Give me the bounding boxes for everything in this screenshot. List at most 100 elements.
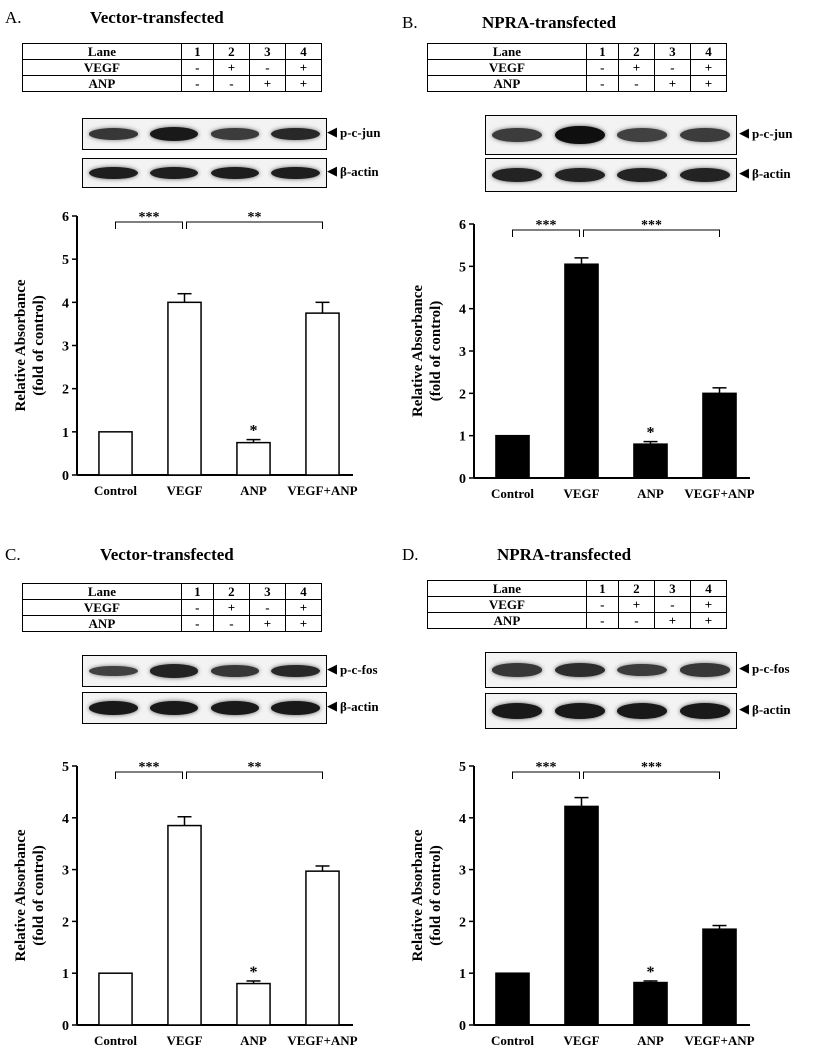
y-tick-label: 1 — [62, 426, 69, 441]
bar — [564, 263, 599, 479]
treatment-cell: - — [180, 599, 214, 616]
bar-chart: 0 1 2 3 4 5 6 Relative Absorbance (fold of contr… — [410, 218, 755, 501]
bar — [167, 824, 202, 1026]
y-tick-label: 6 — [459, 218, 466, 233]
western-blot-bottom — [82, 692, 327, 724]
significance-mark: * — [250, 423, 258, 440]
panel-letter: B. — [402, 13, 418, 32]
blot-label: β-actin — [340, 164, 379, 179]
treatment-cell: + — [653, 75, 691, 92]
lane-number: 1 — [180, 583, 214, 600]
significance-label: ** — [248, 210, 262, 225]
category-label: VEGF — [563, 486, 599, 501]
y-tick-label: 3 — [62, 864, 69, 879]
significance-bracket — [186, 771, 323, 779]
y-tick-label: 5 — [459, 260, 466, 275]
y-tick-label: 6 — [62, 210, 69, 225]
lane-number: 2 — [617, 580, 655, 597]
y-axis-label: (fold of control) — [428, 845, 444, 946]
lane-header: Lane — [22, 583, 182, 600]
western-blot-top — [82, 118, 327, 150]
blot-band — [89, 128, 138, 140]
panel-letter: C. — [5, 545, 21, 564]
significance-bracket — [186, 221, 323, 229]
category-label: Control — [491, 1033, 534, 1048]
blot-band — [679, 168, 730, 182]
significance-label: *** — [641, 760, 662, 775]
treatment-cell: - — [248, 599, 286, 616]
bar-chart: 0 1 2 3 4 5 6 Relative Absorbance (fold of contr… — [13, 210, 358, 498]
blot-label: p-c-jun — [340, 125, 381, 140]
y-tick-label: 4 — [62, 296, 69, 311]
arrow-left-icon: ◀ — [739, 701, 749, 716]
treatment-cell: - — [585, 596, 619, 613]
western-blot-top — [82, 655, 327, 687]
treatment-cell: - — [653, 596, 691, 613]
blot-band — [271, 166, 320, 180]
row-label: VEGF — [427, 59, 587, 76]
treatment-cell: - — [248, 59, 286, 76]
y-tick-label: 3 — [459, 864, 466, 879]
significance-label: *** — [536, 218, 557, 233]
bar — [305, 870, 340, 1026]
bar — [702, 928, 737, 1026]
lane-number: 4 — [689, 43, 728, 60]
blot-band — [679, 663, 730, 677]
significance-mark: * — [250, 964, 258, 981]
y-tick-label: 5 — [62, 253, 69, 268]
treatment-cell: + — [248, 615, 286, 632]
y-tick-label: 2 — [62, 383, 69, 398]
treatment-cell: + — [212, 59, 250, 76]
bar — [495, 434, 530, 479]
arrow-left-icon: ◀ — [327, 163, 337, 178]
category-label: VEGF — [166, 483, 202, 498]
lane-row-header: Lane 1 2 3 4 — [22, 43, 323, 60]
lane-number: 1 — [585, 43, 619, 60]
category-label: VEGF+ANP — [684, 1033, 754, 1048]
blot-band — [210, 166, 260, 180]
lane-number: 1 — [180, 43, 214, 60]
lane-row-anp: ANP - - + + — [22, 75, 323, 92]
blot-band — [492, 703, 543, 719]
panel-title: NPRA-transfected — [497, 545, 632, 564]
blot-band — [554, 703, 605, 719]
y-tick-label: 2 — [459, 387, 466, 402]
category-label: VEGF+ANP — [684, 486, 754, 501]
lane-number: 1 — [585, 580, 619, 597]
y-tick-label: 2 — [459, 915, 466, 930]
blot-band — [89, 665, 138, 677]
y-tick-label: 5 — [62, 760, 69, 775]
significance-bracket — [583, 229, 720, 237]
significance-label: *** — [536, 760, 557, 775]
blot-band — [554, 662, 605, 677]
lane-table: Lane 1 2 3 4 VEGF - + - + ANP - - + + — [427, 580, 728, 629]
category-label: VEGF+ANP — [287, 483, 357, 498]
lane-row-vegf: VEGF - + - + — [427, 596, 728, 613]
treatment-cell: - — [617, 75, 655, 92]
lane-row-anp: ANP - - + + — [427, 612, 728, 629]
lane-number: 4 — [689, 580, 728, 597]
blot-label: p-c-jun — [752, 126, 793, 141]
lane-row-header: Lane 1 2 3 4 — [427, 580, 728, 597]
category-label: Control — [491, 486, 534, 501]
row-label: ANP — [22, 615, 182, 632]
lane-number: 3 — [653, 580, 691, 597]
y-tick-label: 3 — [62, 340, 69, 355]
significance-bracket — [512, 229, 580, 237]
lane-row-vegf: VEGF - + - + — [427, 59, 728, 76]
significance-bracket — [115, 771, 183, 779]
blot-band — [149, 127, 199, 141]
arrow-left-icon: ◀ — [739, 165, 749, 180]
treatment-cell: + — [689, 596, 728, 613]
blot-band — [271, 701, 320, 715]
lane-header: Lane — [427, 43, 587, 60]
treatment-cell: + — [617, 596, 655, 613]
treatment-cell: - — [180, 75, 214, 92]
category-label: ANP — [637, 1033, 664, 1048]
blot-band — [89, 701, 138, 715]
treatment-cell: + — [284, 599, 323, 616]
y-tick-label: 1 — [459, 430, 466, 445]
blot-label: β-actin — [752, 166, 791, 181]
category-label: VEGF+ANP — [287, 1033, 357, 1048]
treatment-cell: - — [617, 612, 655, 629]
